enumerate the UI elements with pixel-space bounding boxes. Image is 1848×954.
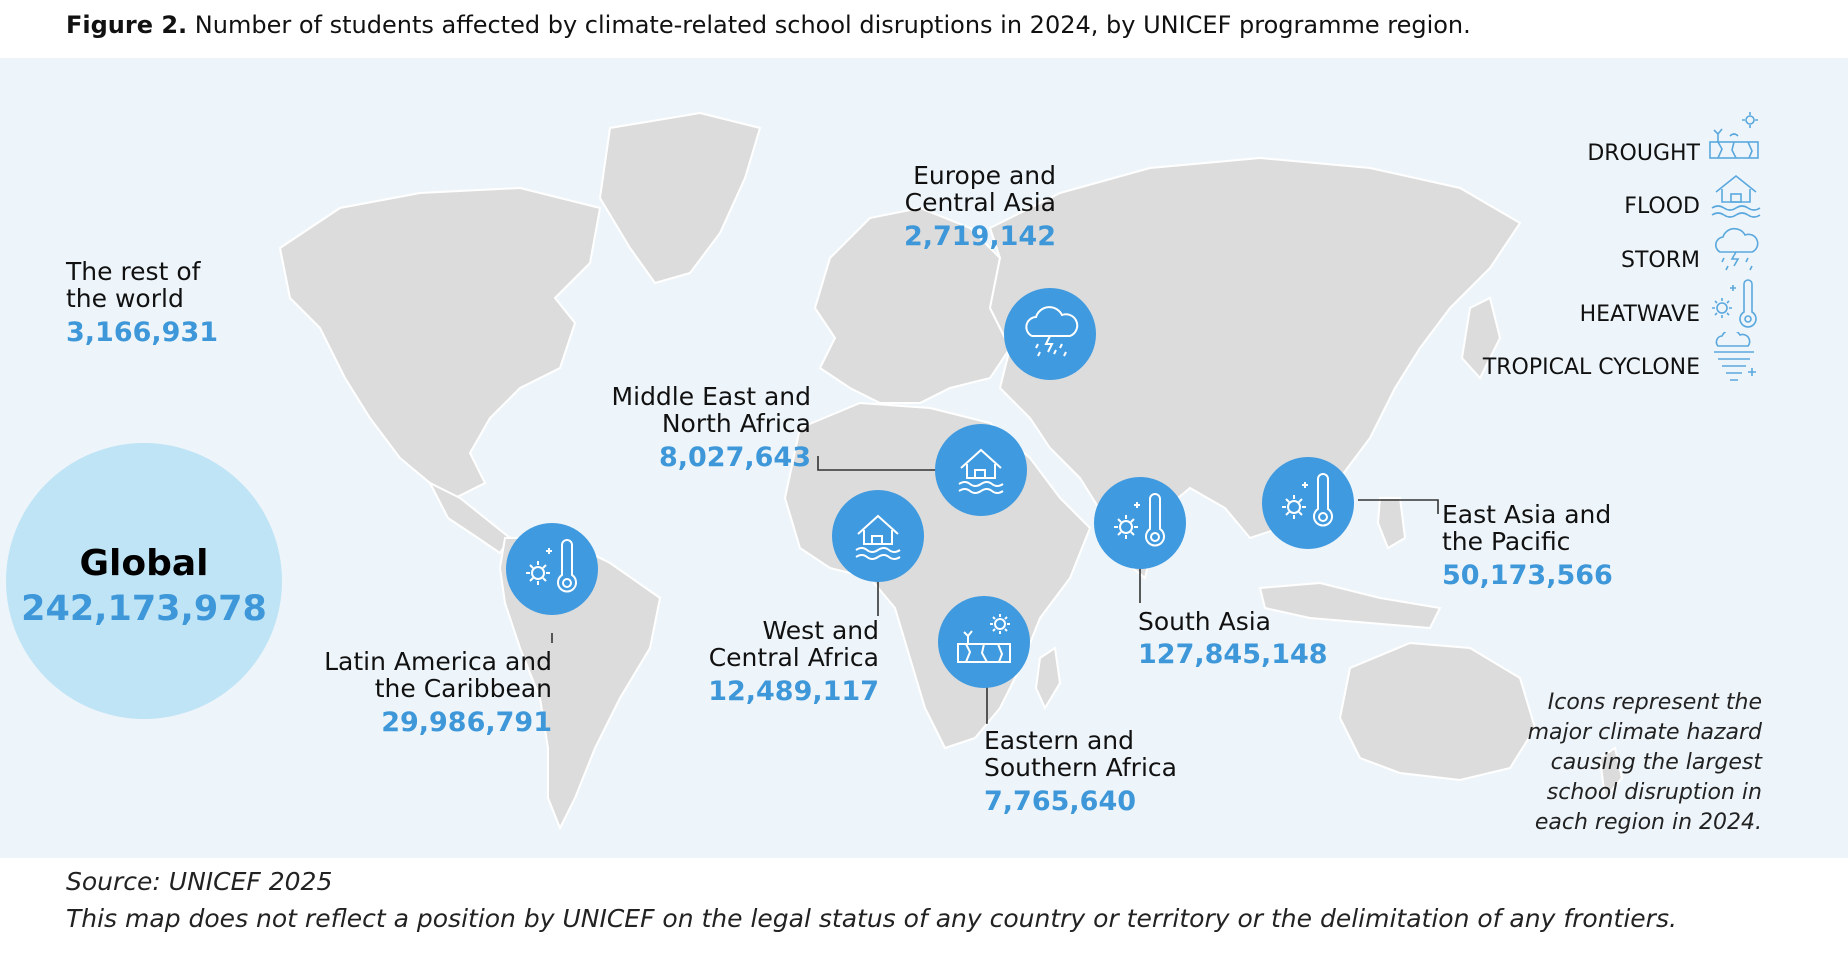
south-asia-label: South Asia [1138,607,1271,636]
esa-label-2: Southern Africa [984,753,1177,782]
mena-label-1: Middle East and [611,382,811,411]
figure-title-text: Number of students affected by climate-r… [187,11,1471,39]
new-zealand-shape [1598,746,1624,801]
mena-label-2: North Africa [661,409,811,438]
madagascar-shape [1034,646,1062,711]
europe-label-1: Europe and [913,161,1056,190]
rest-of-world-value: 3,166,931 [66,317,219,348]
greenland-shape [598,111,762,285]
eap-label-2: the Pacific [1442,527,1571,556]
asia-shape [988,156,1522,580]
flood-icon [1711,174,1761,218]
australia-shape [1338,641,1537,782]
legend-storm-label: STORM [1621,248,1700,273]
flood-icon [935,424,1027,516]
tropical-cyclone-icon [1714,332,1756,381]
source-text: Source: UNICEF 2025 [66,867,333,896]
philippines-shape [1376,497,1407,550]
heatwave-icon [1262,457,1354,549]
storm-icon [1004,288,1096,380]
eap-label-1: East Asia and [1442,500,1612,529]
eap-value: 50,173,566 [1442,560,1613,591]
leader-esa [986,673,988,724]
south-asia-value: 127,845,148 [1138,639,1328,670]
legend-heatwave-label: HEATWAVE [1579,302,1700,327]
leader-mena [817,456,939,471]
flood-icon [832,490,924,582]
rest-of-world-label-1: The rest of [66,257,201,286]
drought-icon [938,596,1030,688]
japan-shape [1460,296,1502,380]
icons-note: Icons represent the major climate hazard… [1527,690,1762,835]
north-america-shape [278,186,602,500]
heatwave-icon [506,523,598,615]
legend-drought-label: DROUGHT [1587,141,1700,166]
indonesia-shape [1258,581,1442,630]
legend-flood-label: FLOOD [1624,194,1700,219]
lac-label-1: Latin America and [324,647,552,676]
leader-eap [1358,499,1439,514]
legend-tropical-cyclone-label: TROPICAL CYCLONE [1482,355,1700,380]
wca-label-2: Central Africa [708,643,879,672]
rest-of-world-label-2: the world [66,284,184,313]
wca-label-1: West and [762,616,879,645]
central-america-shape [427,480,512,555]
figure-title: Figure 2. Number of students affected by… [66,8,1471,42]
esa-label-1: Eastern and [984,726,1134,755]
europe-value: 2,719,142 [903,221,1056,252]
mena-value: 8,027,643 [658,442,811,473]
wca-value: 12,489,117 [708,676,879,707]
storm-icon [1715,227,1759,271]
figure-label: Figure 2. [66,11,188,39]
europe-shape [813,206,1012,404]
europe-label-2: Central Asia [904,188,1056,217]
drought-icon [1709,112,1759,159]
global-total-circle: Global 242,173,978 [6,443,282,719]
lac-label-2: the Caribbean [374,674,552,703]
esa-value: 7,765,640 [984,786,1137,817]
lac-value: 29,986,791 [381,707,552,738]
heatwave-icon [1712,279,1757,328]
global-value: 242,173,978 [21,589,267,629]
global-label: Global [79,543,209,584]
disclaimer-text: This map does not reflect a position by … [66,904,1677,933]
heatwave-icon [1094,477,1186,569]
